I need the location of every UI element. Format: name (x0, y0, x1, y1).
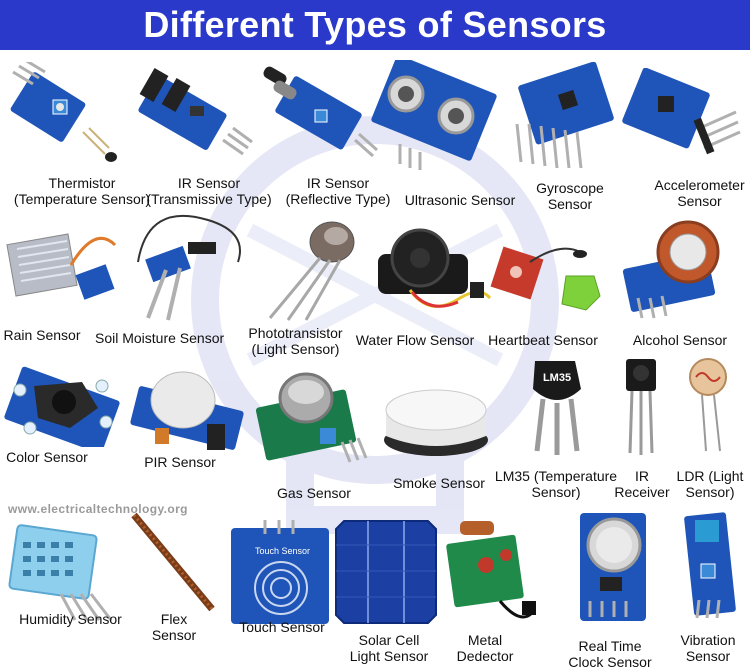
touch-pcb-text: Touch Sensor (255, 546, 310, 556)
page-title: Different Types of Sensors (143, 4, 607, 45)
lm35-image: LM35 (533, 361, 581, 455)
ir-transmissive-image (138, 68, 253, 156)
accelerometer-label: Accelerometer Sensor (654, 177, 745, 209)
metal-detector-label: Metal Dedector (456, 632, 514, 664)
humidity-image (8, 524, 113, 621)
flex-image (131, 512, 215, 612)
website-watermark: www.electricaltechnology.org (8, 502, 188, 516)
humidity-label: Humidity Sensor (19, 611, 122, 627)
title-banner (0, 0, 750, 50)
metal-detector-image (446, 521, 536, 619)
pir-label: PIR Sensor (144, 454, 216, 470)
rtc-image (580, 513, 646, 621)
ldr-label: LDR (Light Sensor) (676, 468, 744, 500)
ir-reflective-label: IR Sensor (Reflective Type) (285, 175, 391, 207)
gyroscope-image (515, 62, 614, 169)
soil-moisture-image (137, 214, 241, 321)
color-sensor-image (4, 366, 120, 447)
smoke-image (384, 389, 488, 456)
vibration-image (684, 512, 736, 619)
ultrasonic-label: Ultrasonic Sensor (404, 192, 516, 208)
alcohol-label: Alcohol Sensor (632, 332, 728, 348)
vibration-label: Vibration Sensor (680, 632, 736, 664)
water-flow-image (378, 228, 492, 308)
gas-image (255, 372, 368, 463)
ir-transmissive-label: IR Sensor (Transmissive Type) (146, 175, 272, 207)
heartbeat-image (490, 246, 601, 311)
alcohol-image (622, 220, 720, 319)
rtc-label: Real Time Clock Sensor (568, 638, 652, 670)
lm35-label: LM35 (Temperature Sensor) (494, 468, 618, 500)
lm35-chip-text: LM35 (543, 372, 571, 384)
solar-cell-label: Solar Cell Light Sensor (349, 632, 429, 664)
ultrasonic-image (371, 60, 497, 170)
phototransistor-label: Phototransistor (Light Sensor) (248, 325, 343, 357)
ir-receiver-label: IR Receiver (614, 468, 670, 500)
touch-label: Touch Sensor (239, 619, 325, 635)
gyroscope-label: Gyroscope Sensor (536, 180, 604, 212)
touch-image: Touch Sensor (231, 520, 329, 624)
ir-reflective-image (263, 66, 378, 158)
thermistor-label: Thermistor (Temperature Sensor) (13, 175, 151, 207)
solar-cell-image (335, 520, 437, 624)
flex-label: Flex Sensor (151, 611, 197, 643)
color-sensor-label: Color Sensor (6, 449, 88, 465)
smoke-label: Smoke Sensor (393, 475, 485, 491)
phototransistor-image (268, 221, 355, 321)
water-flow-label: Water Flow Sensor (355, 332, 475, 348)
rain-sensor-image (6, 233, 117, 300)
thermistor-image (10, 62, 117, 162)
accelerometer-image (622, 68, 741, 155)
rain-sensor-label: Rain Sensor (3, 327, 81, 343)
soil-moisture-label: Soil Moisture Sensor (95, 330, 225, 346)
ldr-image (689, 358, 727, 452)
pir-image (130, 371, 244, 450)
heartbeat-label: Heartbeat Sensor (488, 332, 598, 348)
gas-label: Gas Sensor (277, 485, 351, 501)
ir-receiver-image (626, 359, 656, 455)
